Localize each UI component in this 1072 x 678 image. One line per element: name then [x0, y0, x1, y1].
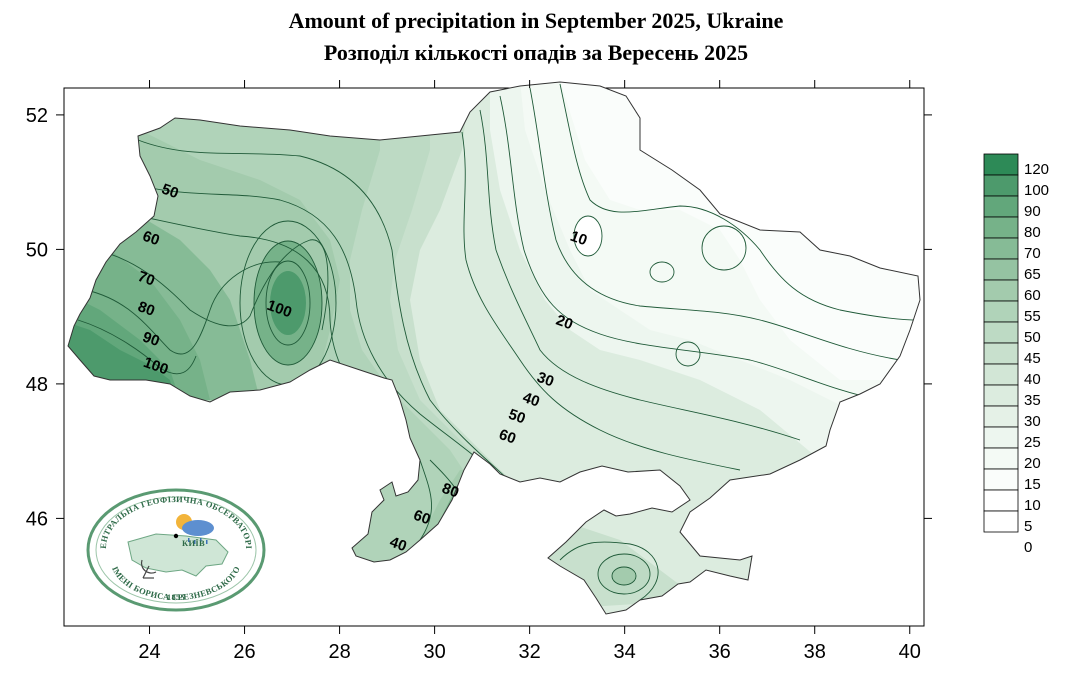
- x-tick-label: 38: [804, 641, 826, 663]
- x-tick-label: 24: [138, 641, 160, 663]
- legend-label: 80: [1024, 224, 1041, 241]
- x-axis: 24 26 28 30 32 34 36 38 40: [138, 80, 921, 663]
- legend-label: 20: [1024, 455, 1041, 472]
- y-tick-label: 46: [26, 508, 48, 530]
- contour-label: 10: [568, 228, 589, 250]
- legend-swatch: [983, 153, 1019, 176]
- legend-swatch: [983, 384, 1019, 407]
- legend-label: 15: [1024, 476, 1041, 493]
- contour-label: 50: [506, 406, 527, 428]
- legend-label: 90: [1024, 203, 1041, 220]
- legend-swatch: [983, 195, 1019, 218]
- legend-label: 65: [1024, 266, 1041, 283]
- contour-label: 40: [520, 389, 541, 411]
- x-tick-label: 40: [899, 641, 921, 663]
- contour-label: 80: [440, 480, 461, 502]
- legend-swatch: [983, 468, 1019, 491]
- legend-label: 0: [1024, 539, 1032, 556]
- legend-swatch: [983, 405, 1019, 428]
- y-tick-label: 52: [26, 105, 48, 127]
- legend-label: 35: [1024, 392, 1041, 409]
- contour-label: 40: [387, 534, 408, 556]
- legend-swatch: [983, 300, 1019, 323]
- legend-swatch: [983, 447, 1019, 470]
- x-tick-label: 28: [328, 641, 350, 663]
- y-axis: 52 50 48 46: [26, 105, 932, 530]
- legend-label: 70: [1024, 245, 1041, 262]
- y-tick-label: 50: [26, 239, 48, 261]
- legend-swatch: [983, 510, 1019, 533]
- legend-label: 100: [1024, 182, 1049, 199]
- legend-swatch: [983, 489, 1019, 512]
- x-tick-label: 36: [709, 641, 731, 663]
- contour-label: 80: [136, 298, 157, 320]
- legend-label: 5: [1024, 518, 1032, 535]
- logo-map-shape: [127, 533, 229, 577]
- legend-label: 45: [1024, 350, 1041, 367]
- legend-swatch: [983, 216, 1019, 239]
- legend-label: 40: [1024, 371, 1041, 388]
- legend-label: 30: [1024, 413, 1041, 430]
- contour-label: 60: [140, 228, 161, 250]
- kyiv-marker-icon: [173, 533, 179, 539]
- legend-label: 10: [1024, 497, 1041, 514]
- x-tick-label: 30: [423, 641, 445, 663]
- contour-label: 20: [554, 312, 575, 334]
- contour-label: 90: [140, 328, 161, 350]
- cloud-icon: [182, 520, 214, 536]
- legend-swatch: [983, 237, 1019, 260]
- logo-inner-ring: [95, 496, 257, 604]
- legend-swatch: [983, 321, 1019, 344]
- legend-swatch: [983, 363, 1019, 386]
- x-tick-label: 32: [519, 641, 541, 663]
- legend-label: 120: [1024, 161, 1049, 178]
- legend-swatch: [983, 342, 1019, 365]
- contour-label: 60: [411, 507, 432, 529]
- rain-icon: [188, 538, 208, 544]
- contour-label: 30: [535, 369, 556, 391]
- y-tick-label: 48: [26, 374, 48, 396]
- satellite-dish-icon: [140, 559, 157, 579]
- map-title-ukrainian: Розподіл кількості опадів за Вересень 20…: [323, 40, 749, 65]
- legend-swatch: [983, 258, 1019, 281]
- legend-swatch: [983, 174, 1019, 197]
- x-tick-label: 26: [233, 641, 255, 663]
- logo-city-label: КИЇВ: [182, 538, 205, 548]
- legend-label: 50: [1024, 329, 1041, 346]
- contour-label: 60: [497, 426, 518, 448]
- contour-label: 70: [136, 268, 157, 290]
- legend-label: 55: [1024, 308, 1041, 325]
- legend-swatch: [983, 279, 1019, 302]
- legend-label: 60: [1024, 287, 1041, 304]
- map-title-english: Amount of precipitation in September 202…: [288, 8, 784, 33]
- ukraine-border: [67, 81, 921, 615]
- legend-label: 25: [1024, 434, 1041, 451]
- legend-swatch: [983, 426, 1019, 449]
- x-tick-label: 34: [614, 641, 636, 663]
- observatory-logo: КИЇВ ЦЕНТРАЛЬНА ГЕОФІЗИЧНА ОБСЕРВАТОРІЯ …: [86, 488, 266, 612]
- logo-year: 1855: [167, 592, 185, 602]
- contour-label: 50: [159, 181, 180, 203]
